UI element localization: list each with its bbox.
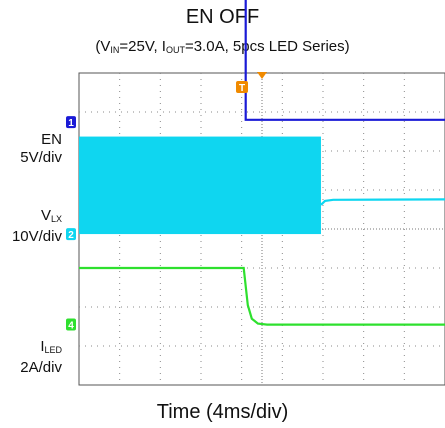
x-axis-label: Time (4ms/div)	[156, 401, 289, 423]
subtitle-part: =25V, I	[119, 38, 166, 55]
channel-2-trace	[320, 198, 445, 206]
channel-4-name-main: I	[40, 338, 45, 355]
channel-4-name: ILED	[0, 338, 62, 359]
channel-4-trace	[79, 266, 445, 326]
channel-1-ground-marker-label: 1	[68, 118, 74, 129]
channel-4-label: ILED 2A/div	[0, 338, 62, 377]
channel-1-ground-marker	[66, 116, 76, 129]
channel-2-name-main: V	[40, 207, 51, 224]
channel-4-scale: 2A/div	[20, 359, 62, 376]
subtitle-sub-vin: IN	[110, 45, 120, 55]
channel-2-name-sub: LX	[50, 214, 62, 224]
trigger-level-marker-label: T	[239, 83, 245, 94]
channel-2-label: VLX 10V/div	[0, 207, 62, 246]
channel-2-name: VLX	[0, 207, 62, 228]
chart-title: EN OFF	[185, 6, 260, 28]
channel-4-name-sub: LED	[44, 345, 62, 355]
channel-2-scale: 10V/div	[11, 228, 62, 245]
trigger-position-icon	[257, 72, 267, 79]
channel-1-trace	[244, 0, 445, 121]
channel-1-name: EN	[41, 131, 62, 148]
channel-1-scale: 5V/div	[20, 149, 62, 166]
channel-2-ground-marker-label: 2	[68, 230, 74, 241]
chart-subtitle: (VIN=25V, IOUT=3.0A, 5pcs LED Series)	[0, 38, 445, 55]
subtitle-part: =3.0A, 5pcs LED Series)	[184, 38, 350, 55]
trigger-level-marker	[236, 81, 248, 93]
channel-1-label: EN 5V/div	[0, 131, 62, 167]
subtitle-sub-iout: OUT	[165, 45, 185, 55]
channel-4-ground-marker-label: 4	[68, 321, 74, 332]
channel-markers: 1 2 4 T	[66, 72, 267, 332]
channel-4-ground-marker	[66, 318, 76, 331]
channel-2-switching-band	[79, 136, 321, 235]
subtitle-part: (V	[95, 38, 111, 55]
channel-2-ground-marker	[66, 228, 76, 241]
traces	[79, 0, 445, 326]
